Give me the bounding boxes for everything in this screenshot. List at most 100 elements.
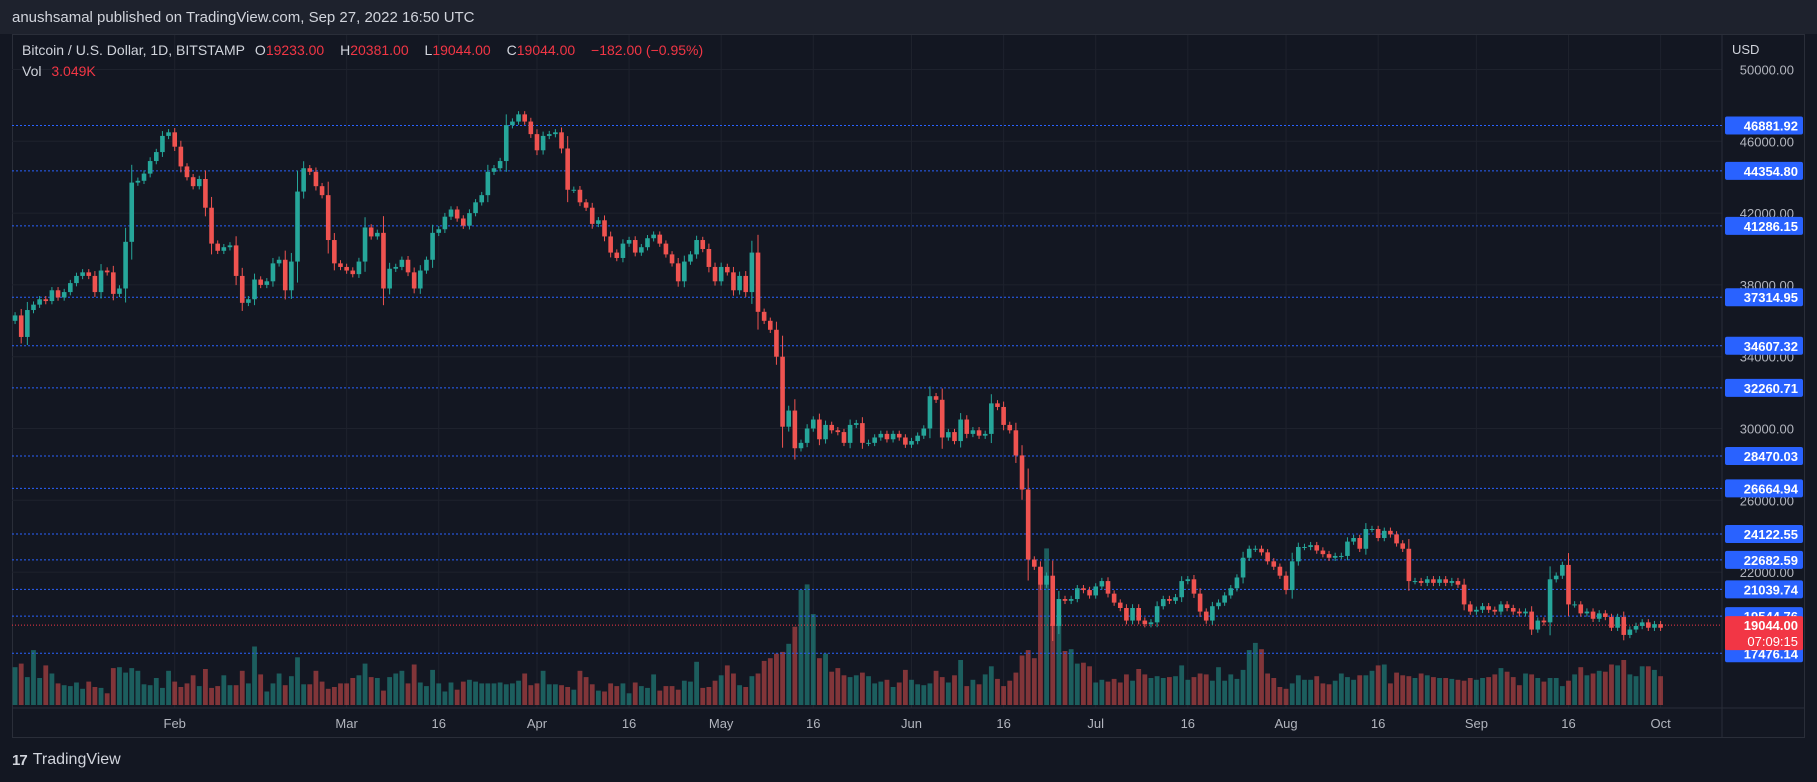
candle-body bbox=[626, 240, 632, 244]
volume-bar bbox=[878, 681, 884, 705]
tradingview-logo-icon: 17 bbox=[12, 751, 28, 769]
tradingview-logo[interactable]: 17 TradingView bbox=[12, 751, 121, 769]
candle-body bbox=[1105, 581, 1111, 594]
candle-body bbox=[749, 252, 755, 293]
candle-body bbox=[1093, 586, 1099, 596]
candle-body bbox=[338, 263, 343, 267]
price-tick-label: 22000.00 bbox=[1740, 565, 1794, 580]
candle-body bbox=[903, 437, 908, 445]
date-tick-label: Jul bbox=[1087, 716, 1104, 731]
volume-bar bbox=[767, 658, 773, 705]
level-label: 21039.74 bbox=[1744, 582, 1799, 597]
volume-bar bbox=[399, 670, 405, 705]
candle-body bbox=[553, 132, 558, 135]
volume-bar bbox=[1523, 673, 1528, 705]
candle-body bbox=[1596, 613, 1602, 619]
candle-body bbox=[860, 423, 865, 443]
volume-bar bbox=[1093, 682, 1099, 705]
volume-bar bbox=[141, 684, 147, 705]
candle-body bbox=[1480, 606, 1485, 610]
volume-bar bbox=[424, 686, 429, 705]
candle-body bbox=[1185, 579, 1191, 582]
volume-bar bbox=[362, 663, 368, 705]
volume-bar bbox=[190, 675, 196, 705]
candle-body bbox=[675, 263, 681, 282]
candle-body bbox=[516, 114, 521, 122]
volume-bar bbox=[1406, 676, 1412, 705]
level-label: 28470.03 bbox=[1744, 449, 1798, 464]
volume-bar bbox=[1388, 683, 1393, 705]
candle-body bbox=[209, 207, 214, 244]
close-label: C bbox=[506, 42, 517, 58]
volume-bar bbox=[859, 672, 865, 705]
level-label: 32260.71 bbox=[1744, 381, 1798, 396]
high-value: 20381.00 bbox=[350, 42, 409, 58]
volume-bar bbox=[221, 675, 227, 705]
volume-bar bbox=[516, 680, 521, 705]
volume-bar bbox=[135, 670, 141, 705]
candle-body bbox=[1517, 611, 1522, 614]
candle-body bbox=[933, 396, 939, 400]
volume-bar bbox=[559, 685, 564, 705]
candle-body bbox=[1167, 599, 1172, 601]
volume-bar bbox=[1467, 678, 1473, 705]
volume-bar bbox=[37, 678, 43, 705]
candle-body bbox=[743, 275, 749, 293]
volume-bar bbox=[350, 678, 356, 705]
date-tick-label: 16 bbox=[622, 716, 636, 731]
volume-bar bbox=[1418, 673, 1424, 705]
volume-bar bbox=[866, 676, 871, 705]
level-label-box bbox=[1725, 216, 1803, 235]
volume-bar bbox=[479, 683, 485, 705]
volume-bar bbox=[1547, 678, 1553, 705]
candle-body bbox=[98, 270, 104, 293]
price-tick-label: 50000.00 bbox=[1740, 63, 1794, 78]
candle-body bbox=[663, 243, 669, 255]
candle-body bbox=[1025, 489, 1031, 560]
candle-body bbox=[436, 229, 442, 233]
candle-body bbox=[1148, 622, 1154, 625]
candle-body bbox=[1007, 424, 1013, 431]
volume-bar bbox=[1136, 669, 1142, 705]
volume-bar bbox=[1013, 672, 1019, 705]
volume-bar bbox=[1031, 658, 1037, 705]
candle-body bbox=[534, 134, 540, 151]
candle-body bbox=[25, 310, 30, 337]
candle-body bbox=[1013, 430, 1019, 456]
candle-body bbox=[878, 433, 884, 438]
volume-bar bbox=[264, 691, 270, 705]
volume-bar bbox=[1320, 683, 1326, 705]
volume-bar bbox=[1062, 651, 1068, 705]
vol-value: 3.049K bbox=[51, 63, 96, 79]
candle-body bbox=[1271, 561, 1277, 567]
low-label: L bbox=[424, 42, 433, 58]
symbol-title[interactable]: Bitcoin / U.S. Dollar, 1D, BITSTAMP bbox=[22, 42, 246, 58]
candle-body bbox=[80, 272, 85, 276]
level-label: 34607.32 bbox=[1744, 339, 1798, 354]
candle-body bbox=[276, 259, 282, 264]
candle-body bbox=[1498, 604, 1504, 612]
volume-bar bbox=[1240, 669, 1246, 705]
volume-bar bbox=[1087, 666, 1092, 705]
volume-bar bbox=[1228, 674, 1234, 705]
volume-bar bbox=[178, 687, 184, 705]
chart-frame[interactable] bbox=[12, 34, 1805, 738]
volume-bar bbox=[853, 675, 859, 705]
volume-bar bbox=[1252, 642, 1258, 705]
candle-body bbox=[1345, 541, 1350, 556]
volume-bar bbox=[786, 643, 792, 705]
candle-body bbox=[786, 410, 792, 427]
volume-bar bbox=[1001, 686, 1007, 705]
candle-body bbox=[909, 441, 914, 445]
volume-bar bbox=[258, 674, 264, 705]
candle-body bbox=[1633, 625, 1639, 630]
candle-body bbox=[467, 213, 472, 226]
level-label-box bbox=[1725, 479, 1803, 498]
candle-body bbox=[1001, 406, 1006, 425]
candle-body bbox=[706, 249, 712, 267]
volume-bar bbox=[1461, 680, 1467, 705]
volume-bar bbox=[448, 682, 454, 705]
volume-bar bbox=[411, 664, 417, 705]
volume-bar bbox=[24, 677, 30, 705]
